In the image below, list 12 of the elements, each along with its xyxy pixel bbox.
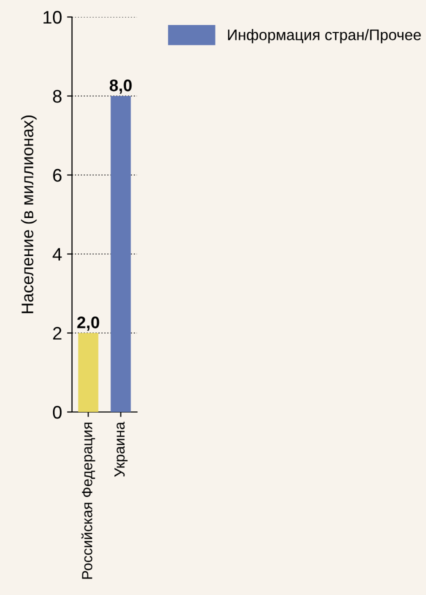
data-label: 2,0 [77,316,100,331]
x-tick-label: Украина [114,422,128,477]
y-tick-label: 10 [44,10,62,24]
legend-label: Информация стран/Прочее [228,29,421,44]
y-tick-label: 0 [52,406,62,419]
y-tick-label: 4 [52,248,62,261]
y-tick-label: 6 [53,168,62,182]
y-tick-label: 2 [53,326,62,340]
data-label: 8,0 [110,80,132,94]
x-tick-label: Российская Федерация [81,422,96,579]
y-tick-label: 8 [53,90,62,103]
y-axis-title: Население (в миллионах) [21,116,37,314]
